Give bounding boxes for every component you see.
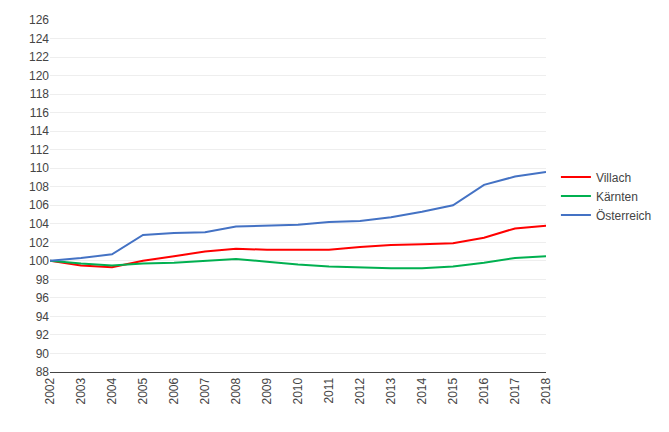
svg-text:110: 110 — [30, 161, 49, 175]
svg-text:112: 112 — [30, 143, 49, 157]
svg-text:96: 96 — [36, 291, 50, 305]
svg-text:104: 104 — [29, 217, 49, 231]
svg-text:2008: 2008 — [229, 377, 243, 404]
svg-text:2010: 2010 — [291, 377, 305, 404]
svg-text:2003: 2003 — [74, 377, 88, 404]
svg-text:2009: 2009 — [260, 377, 274, 404]
svg-text:126: 126 — [29, 13, 49, 27]
svg-text:Österreich: Österreich — [596, 209, 651, 223]
svg-text:2013: 2013 — [384, 377, 398, 404]
svg-text:2011: 2011 — [322, 377, 336, 403]
svg-text:124: 124 — [29, 32, 49, 46]
svg-text:2016: 2016 — [477, 377, 491, 404]
svg-text:2014: 2014 — [415, 377, 429, 404]
svg-text:Kärnten: Kärnten — [596, 190, 638, 204]
svg-text:Villach: Villach — [596, 171, 631, 185]
svg-text:2015: 2015 — [446, 377, 460, 404]
svg-text:2006: 2006 — [167, 377, 181, 404]
svg-text:114: 114 — [30, 124, 49, 138]
svg-text:100: 100 — [29, 254, 49, 268]
svg-text:94: 94 — [36, 310, 50, 324]
svg-text:2018: 2018 — [539, 377, 553, 404]
svg-text:116: 116 — [30, 106, 49, 120]
svg-text:2007: 2007 — [198, 377, 212, 404]
svg-text:2017: 2017 — [508, 377, 522, 404]
svg-text:106: 106 — [29, 198, 49, 212]
svg-text:88: 88 — [36, 365, 50, 379]
svg-text:2004: 2004 — [105, 377, 119, 404]
svg-text:122: 122 — [29, 50, 49, 64]
svg-text:120: 120 — [29, 69, 49, 83]
svg-text:2005: 2005 — [136, 377, 150, 404]
svg-text:2012: 2012 — [353, 377, 367, 404]
svg-text:102: 102 — [29, 236, 49, 250]
svg-text:118: 118 — [30, 87, 49, 101]
svg-text:2002: 2002 — [43, 377, 57, 404]
svg-text:92: 92 — [36, 328, 50, 342]
svg-text:90: 90 — [36, 347, 50, 361]
svg-text:98: 98 — [36, 273, 50, 287]
svg-text:108: 108 — [29, 180, 49, 194]
